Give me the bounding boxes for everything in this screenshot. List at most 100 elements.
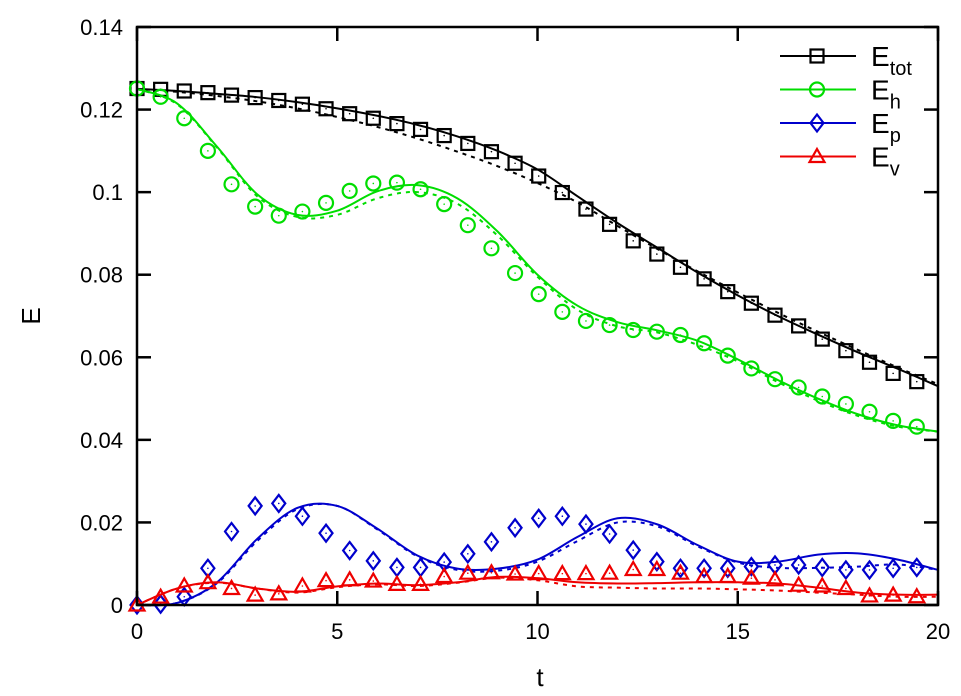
data-point-circle — [388, 174, 406, 191]
y-tick-label: 0.14 — [80, 15, 123, 40]
data-point-center — [325, 202, 327, 204]
data-point-center — [419, 583, 422, 586]
data-point-center — [301, 515, 304, 518]
data-point-square — [294, 96, 311, 112]
data-point-center — [419, 566, 422, 569]
data-point-triangle — [552, 563, 572, 581]
data-point-diamond — [743, 556, 760, 577]
data-point-center — [585, 523, 587, 525]
data-point-center — [703, 342, 705, 345]
data-point-center — [585, 572, 587, 575]
data-point-center — [915, 425, 918, 428]
data-point-circle — [648, 323, 665, 340]
data-point-triangle — [434, 566, 454, 584]
data-point-square — [389, 116, 405, 132]
data-point-center — [561, 311, 564, 313]
data-point-square — [531, 168, 547, 184]
data-point-square — [436, 127, 452, 144]
plot-marks — [127, 80, 939, 616]
data-point-center — [632, 549, 635, 551]
data-point-circle — [152, 88, 169, 105]
data-point-center — [325, 579, 327, 582]
data-point-center — [868, 569, 871, 571]
data-point-circle — [506, 264, 524, 282]
data-point-square — [483, 144, 500, 160]
data-point-center — [561, 572, 564, 575]
data-point-diamond — [790, 554, 807, 576]
data-point-center — [348, 112, 351, 115]
x-tick-label: 15 — [726, 619, 750, 644]
data-point-diamond — [578, 513, 594, 535]
legend-label-main: E — [871, 142, 890, 173]
data-point-square — [412, 121, 429, 137]
solid-line — [136, 87, 939, 433]
series-E-tot — [129, 80, 939, 390]
data-point-triangle — [316, 570, 336, 588]
data-point-center — [750, 565, 753, 568]
data-point-square — [176, 83, 192, 99]
data-point-center — [632, 240, 635, 242]
data-point-diamond — [341, 540, 358, 561]
data-point-center — [514, 272, 516, 274]
data-point-circle — [436, 196, 453, 213]
data-point-circle — [814, 388, 831, 405]
data-point-diamond — [318, 522, 334, 544]
data-point-triangle — [363, 571, 383, 588]
data-point-square — [625, 233, 641, 249]
data-point-center — [207, 150, 209, 152]
data-point-center — [726, 290, 729, 293]
data-point-circle — [672, 326, 689, 344]
data-point-center — [845, 587, 847, 590]
data-point-square — [649, 246, 665, 262]
data-point-diamond — [554, 505, 571, 527]
data-point-center — [632, 568, 635, 571]
data-point-center — [396, 181, 398, 184]
data-point-center — [159, 95, 162, 98]
data-point-center — [277, 502, 280, 505]
data-point-center — [372, 560, 375, 562]
data-point-center — [396, 122, 398, 125]
data-point-triangle — [860, 586, 879, 603]
y-tick-label: 0.02 — [80, 510, 123, 535]
legend-marker-square — [809, 48, 825, 64]
data-point-triangle — [458, 563, 478, 580]
data-point-triangle — [718, 566, 738, 584]
data-point-diamond — [838, 559, 854, 581]
data-point-center — [845, 569, 847, 571]
data-point-triangle — [600, 563, 619, 580]
data-point-center — [443, 134, 445, 137]
data-point-square — [460, 135, 476, 152]
data-point-triangle — [789, 575, 809, 592]
data-point-center — [230, 183, 233, 186]
data-point-triangle — [293, 576, 312, 593]
data-point-center — [585, 320, 587, 322]
plot-frame — [135, 25, 940, 607]
data-point-center — [774, 314, 776, 316]
data-point-circle — [743, 360, 760, 377]
data-point-circle — [719, 347, 736, 364]
data-point-triangle — [411, 574, 430, 591]
data-point-center — [561, 515, 564, 518]
data-point-square — [791, 318, 807, 334]
legend-label-sub: p — [890, 125, 901, 147]
data-point-center — [915, 566, 918, 569]
data-point-circle — [412, 181, 429, 198]
data-point-center — [514, 526, 516, 529]
y-tick-label: 0.04 — [80, 428, 123, 453]
data-point-square — [885, 365, 901, 381]
data-point-circle — [341, 182, 358, 200]
data-point-center — [467, 572, 469, 575]
legend-entry: Etot — [780, 41, 912, 80]
data-point-square — [318, 101, 334, 117]
data-point-triangle — [340, 570, 360, 587]
data-point-square — [223, 87, 240, 103]
data-point-circle — [270, 207, 287, 224]
legend-entry: Eh — [780, 75, 901, 114]
data-point-triangle — [883, 585, 903, 602]
data-point-triangle — [647, 559, 667, 577]
data-point-center — [254, 505, 256, 507]
data-point-center — [656, 568, 658, 571]
y-tick-label: 0 — [111, 593, 123, 618]
data-point-diamond — [507, 517, 523, 539]
data-point-circle — [317, 194, 335, 211]
